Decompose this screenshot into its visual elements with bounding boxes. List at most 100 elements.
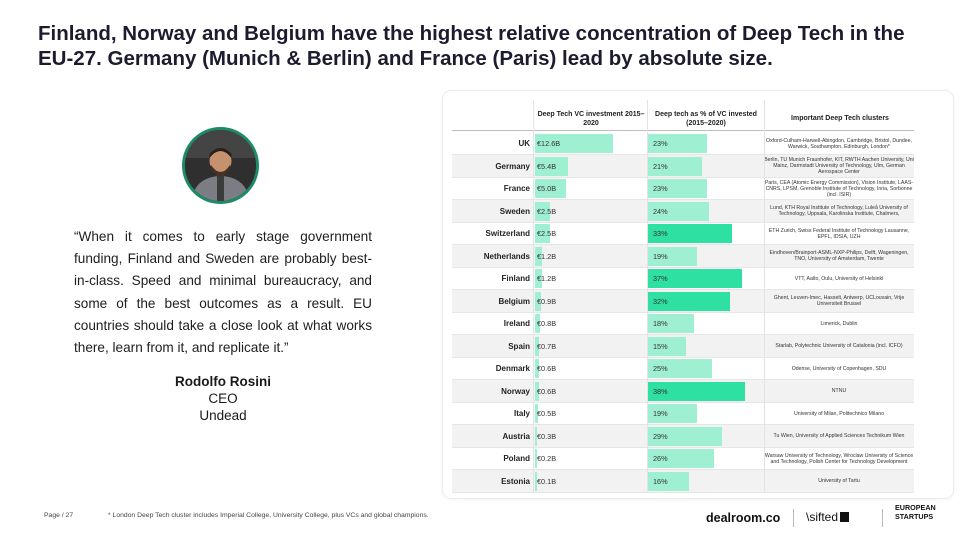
country-label: Austria xyxy=(502,431,530,441)
cluster-list: Starlab, Polytechnic University of Catal… xyxy=(775,343,903,349)
row-divider xyxy=(452,446,914,448)
deep-tech-percent-bar xyxy=(648,426,723,446)
header-vc-investment: Deep Tech VC investment 2015–2020 xyxy=(537,111,645,127)
deep-tech-percent-bar xyxy=(648,381,745,401)
vc-investment-bar xyxy=(535,471,537,491)
cluster-list: Berlin, TU Munich Fraunhofer, KIT, RWTH … xyxy=(764,157,914,175)
row-divider xyxy=(452,266,914,268)
vc-investment-bar xyxy=(535,179,566,198)
deep-tech-percent-bar xyxy=(648,471,689,491)
sifted-logo-text: \sifted xyxy=(806,510,839,524)
deep-tech-percent-bar xyxy=(648,134,707,153)
deep-tech-percent-bar xyxy=(648,336,687,356)
vc-investment-value: €1.2B xyxy=(537,251,557,261)
cluster-list: Odense, University of Copenhagen, SDU xyxy=(791,365,887,372)
table-row: Switzerland €2.5B 33% ETH Zurich, Swiss Fed… xyxy=(452,222,914,245)
deep-tech-percent-value: 23% xyxy=(653,184,668,193)
vc-investment-value: €0.7B xyxy=(537,341,557,351)
vc-investment-value: €0.5B xyxy=(537,409,557,418)
vc-investment-value: €0.9B xyxy=(537,296,557,306)
vc-investment-value: €0.1B xyxy=(537,476,557,486)
row-divider xyxy=(452,221,914,223)
header-deep-tech-percent: Deep tech as % of VC invested (2015–2020… xyxy=(655,111,757,127)
vc-investment-bar xyxy=(535,156,569,176)
speaker-info: Rodolfo Rosini CEO Undead xyxy=(74,373,372,424)
country-label: Belgium xyxy=(498,296,530,306)
vc-investment-bar xyxy=(535,134,613,153)
row-divider xyxy=(452,311,914,313)
table-row: Estonia €0.1B 16% University of Tartu xyxy=(452,469,914,493)
vc-investment-value: €0.6B xyxy=(537,364,557,373)
dealroom-logo: dealroom.co xyxy=(706,511,781,525)
cluster-list: Paris, CEA (Atomic Energy Commission), V… xyxy=(764,179,914,198)
vc-investment-bar xyxy=(535,224,551,243)
country-label: Netherlands xyxy=(483,251,530,261)
table-row: Netherlands €1.2B 19% Eindhoven/Brainport-A… xyxy=(452,244,914,268)
vc-investment-value: €0.2B xyxy=(537,454,557,463)
vc-investment-bar xyxy=(535,404,539,423)
vc-investment-value: €0.6B xyxy=(537,386,557,396)
vc-investment-bar xyxy=(535,336,540,356)
row-divider xyxy=(452,356,914,358)
deep-tech-percent-value: 19% xyxy=(653,251,668,261)
table-row: Poland €0.2B 26% Warsaw University of Techn… xyxy=(452,447,914,470)
deep-tech-percent-bar xyxy=(648,269,743,288)
deep-tech-percent-value: 26% xyxy=(653,454,668,463)
vc-investment-value: €1.2B xyxy=(537,274,557,283)
vc-investment-bar xyxy=(535,201,551,221)
vc-investment-value: €12.6B xyxy=(537,139,561,148)
page-number: Page / 27 xyxy=(44,512,74,519)
logo-divider-2 xyxy=(882,509,883,527)
column-divider-3 xyxy=(764,100,765,492)
country-label: Italy xyxy=(513,409,530,418)
deep-tech-percent-value: 38% xyxy=(653,386,668,396)
table-row: Norway €0.6B 38% NTNU xyxy=(452,379,914,403)
table-row: UK €12.6B 23% Oxford-Culham-Harwell-Abingdo… xyxy=(452,132,914,155)
vc-investment-bar xyxy=(535,381,539,401)
column-divider-2 xyxy=(647,100,648,492)
cluster-list: Lund, KTH Royal Institute of Technology,… xyxy=(770,205,908,217)
vc-investment-value: €5.4B xyxy=(537,161,557,171)
speaker-company: Undead xyxy=(199,408,247,423)
table-row: Ireland €0.8B 18% Limerick, Dublin xyxy=(452,312,914,335)
deep-tech-percent-value: 37% xyxy=(653,274,668,283)
country-label: Sweden xyxy=(499,206,530,216)
deep-tech-percent-value: 29% xyxy=(653,431,668,441)
country-label: Poland xyxy=(503,454,530,463)
deep-tech-percent-value: 16% xyxy=(653,476,668,486)
cluster-list: Ghent, Leuven-Imec, Hasselt, Antwerp, UC… xyxy=(773,295,905,307)
vc-investment-value: €2.5B xyxy=(537,206,557,216)
country-label: Finland xyxy=(501,274,530,283)
country-label: Norway xyxy=(501,386,530,396)
speaker-role: CEO xyxy=(208,391,238,406)
country-label: Estonia xyxy=(501,476,530,486)
table-row: Belgium €0.9B 32% Ghent, Leuven-Imec, Hasse… xyxy=(452,289,914,313)
vc-investment-value: €0.3B xyxy=(537,431,557,441)
row-divider xyxy=(452,176,914,178)
vc-investment-bar xyxy=(535,426,537,446)
vc-investment-value: €0.8B xyxy=(537,319,557,328)
deep-tech-percent-bar xyxy=(648,404,697,423)
vc-investment-bar xyxy=(535,359,539,378)
deep-tech-percent-bar xyxy=(648,449,715,468)
deep-tech-percent-value: 24% xyxy=(653,206,668,216)
table-row: Sweden €2.5B 24% Lund, KTH Royal Institute … xyxy=(452,199,914,223)
logo-divider-1 xyxy=(793,509,794,527)
table-row: Denmark €0.6B 25% Odense, University of Cop… xyxy=(452,357,914,380)
quote-text: “When it comes to early stage government… xyxy=(74,229,372,356)
vc-investment-bar xyxy=(535,246,543,266)
deep-tech-percent-bar xyxy=(648,314,694,333)
cluster-list: Tu Wien, University of Applied Sciences … xyxy=(773,433,905,439)
country-label: Switzerland xyxy=(485,229,530,238)
table-row: Finland €1.2B 37% VTT, Aalto, Oulu, Univers… xyxy=(452,267,914,290)
vc-investment-bar xyxy=(535,291,541,311)
cluster-list: Limerick, Dublin xyxy=(820,320,858,327)
deep-tech-percent-bar xyxy=(648,201,710,221)
country-label: Germany xyxy=(495,161,530,171)
ft-icon xyxy=(840,512,850,522)
vc-investment-bar xyxy=(535,449,537,468)
deep-tech-percent-bar xyxy=(648,224,733,243)
deep-tech-percent-value: 33% xyxy=(653,229,668,238)
table-row: Italy €0.5B 19% University of Milan, Polite… xyxy=(452,402,914,425)
vc-investment-bar xyxy=(535,314,540,333)
